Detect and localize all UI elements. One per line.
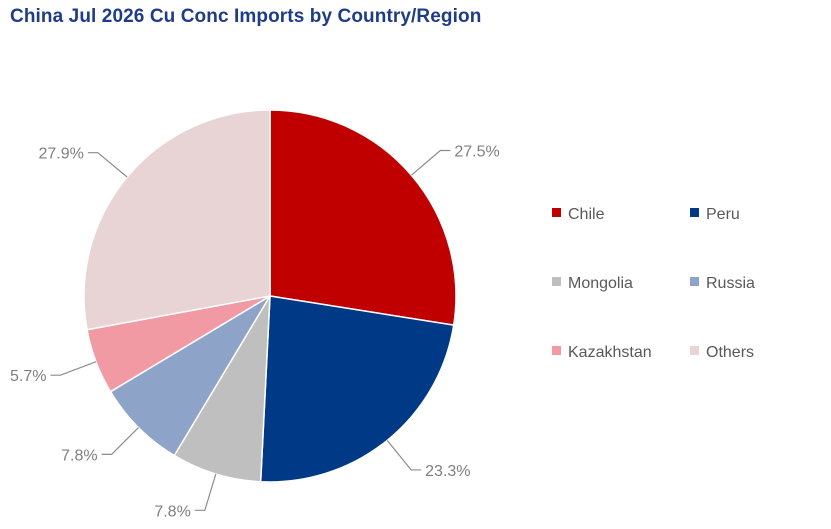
data-label-mongolia: 7.8%: [154, 503, 190, 520]
data-label-kazakhstan: 5.7%: [10, 368, 46, 385]
legend-swatch-kazakhstan: [552, 346, 561, 355]
pie-slice-chile: [269, 109, 457, 326]
leader-line-others: [87, 152, 128, 178]
legend-item-others: Others: [690, 344, 754, 361]
legend-label-kazakhstan: Kazakhstan: [568, 344, 652, 361]
legend-swatch-russia: [690, 277, 699, 286]
legend-item-chile: Chile: [552, 206, 605, 223]
pie-slice-peru: [259, 295, 455, 483]
data-label-russia: 7.8%: [61, 447, 97, 464]
data-label-chile: 27.5%: [454, 144, 499, 161]
leader-line-chile: [411, 149, 451, 176]
legend-item-mongolia: Mongolia: [552, 275, 633, 292]
pie-slice-others: [83, 109, 271, 331]
pie-slices: [83, 109, 457, 483]
leader-line-kazakhstan: [50, 361, 97, 376]
leader-line-peru: [386, 440, 422, 471]
legend-label-peru: Peru: [706, 206, 740, 223]
legend-swatch-chile: [552, 208, 561, 217]
leader-line-russia: [101, 427, 139, 455]
legend-item-russia: Russia: [690, 275, 755, 292]
chart-title: China Jul 2026 Cu Conc Imports by Countr…: [10, 6, 482, 27]
leader-lines: [50, 149, 451, 511]
leader-line-mongolia: [194, 473, 217, 511]
legend-item-peru: Peru: [690, 206, 740, 223]
data-labels: 27.5% 23.3% 7.8% 7.8% 5.7% 27.9%: [10, 144, 500, 521]
legend-label-others: Others: [706, 344, 754, 361]
data-label-peru: 23.3%: [425, 463, 470, 480]
legend: Chile Peru Mongolia Russia Kazakhstan Others: [552, 206, 755, 361]
pie-slice-mongolia: [173, 295, 271, 483]
legend-item-kazakhstan: Kazakhstan: [552, 344, 652, 361]
legend-swatch-mongolia: [552, 277, 561, 286]
data-label-others: 27.9%: [38, 146, 83, 163]
legend-label-russia: Russia: [706, 275, 755, 292]
legend-label-mongolia: Mongolia: [568, 275, 633, 292]
legend-swatch-peru: [690, 208, 699, 217]
legend-label-chile: Chile: [568, 206, 605, 223]
pie-slice-russia: [109, 295, 271, 457]
legend-swatch-others: [690, 346, 699, 355]
